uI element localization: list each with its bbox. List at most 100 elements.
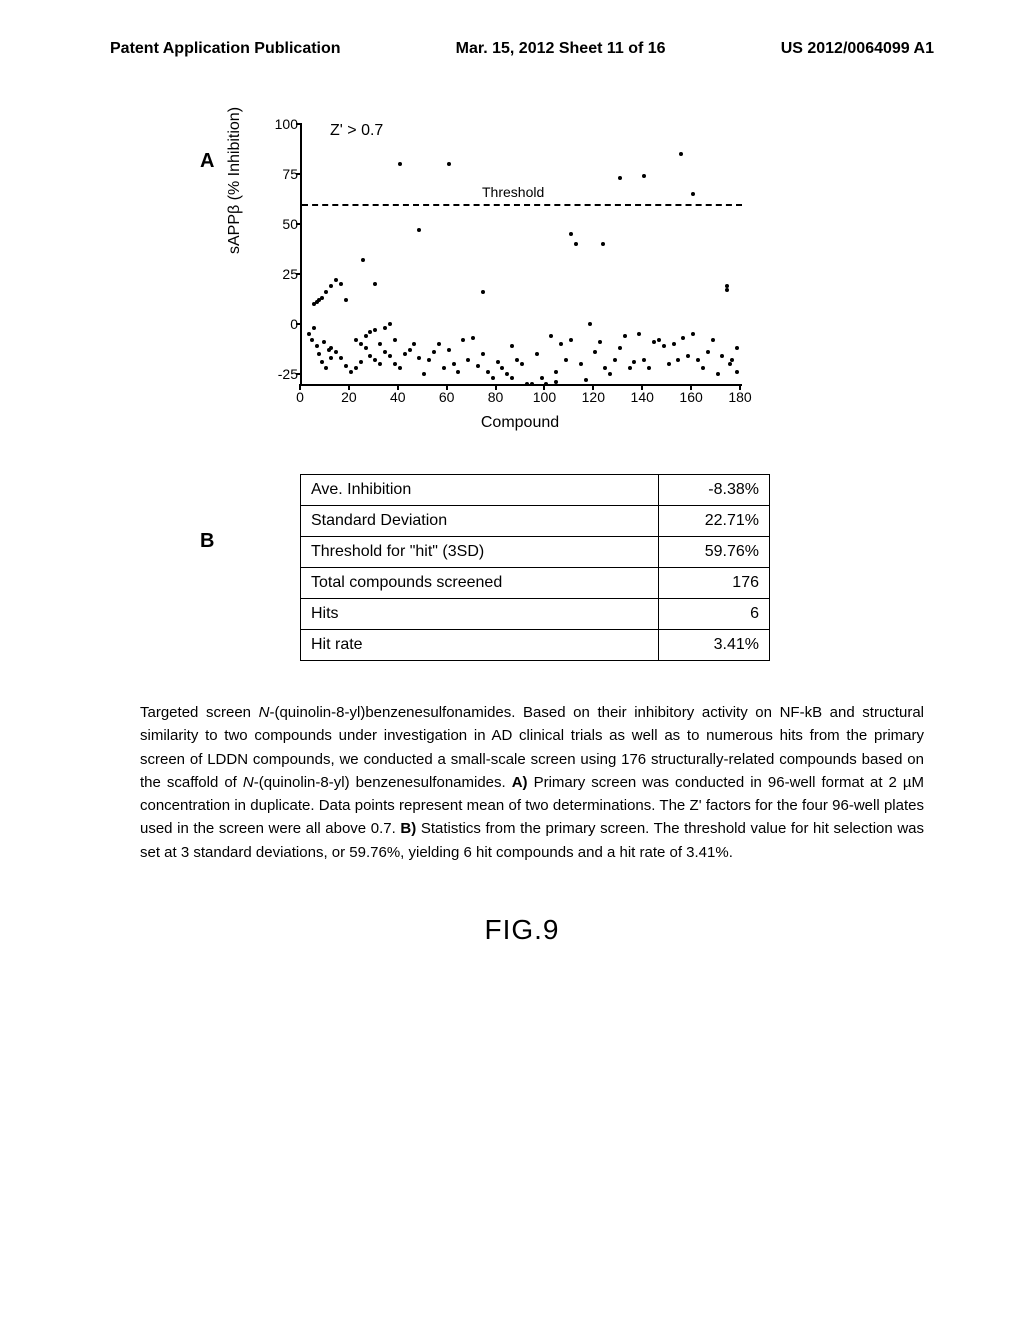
scatter-point	[476, 364, 480, 368]
scatter-point	[393, 338, 397, 342]
scatter-point	[696, 358, 700, 362]
x-tick-label: 60	[439, 389, 455, 405]
header-right: US 2012/0064099 A1	[781, 40, 934, 58]
table-row: Hit rate3.41%	[301, 630, 770, 661]
scatter-point	[559, 342, 563, 346]
table-cell: 3.41%	[659, 630, 770, 661]
scatter-point	[681, 336, 685, 340]
scatter-point	[447, 348, 451, 352]
x-tick-label: 40	[390, 389, 406, 405]
scatter-point	[540, 376, 544, 380]
x-tick-mark	[641, 384, 643, 390]
table-cell: Total compounds screened	[301, 568, 659, 599]
x-axis-label: Compound	[300, 414, 740, 432]
scatter-point	[315, 344, 319, 348]
plot-region: Threshold	[300, 124, 742, 386]
x-tick-mark	[690, 384, 692, 390]
scatter-point	[437, 342, 441, 346]
scatter-point	[329, 284, 333, 288]
scatter-point	[354, 366, 358, 370]
scatter-point	[329, 356, 333, 360]
scatter-point	[642, 358, 646, 362]
table-row: Threshold for "hit" (3SD)59.76%	[301, 537, 770, 568]
scatter-point	[686, 354, 690, 358]
scatter-point	[417, 356, 421, 360]
scatter-point	[569, 232, 573, 236]
scatter-point	[344, 364, 348, 368]
table-row: Standard Deviation22.71%	[301, 506, 770, 537]
scatter-point	[324, 290, 328, 294]
scatter-point	[691, 332, 695, 336]
scatter-point	[711, 338, 715, 342]
scatter-point	[725, 284, 729, 288]
figure-caption: Targeted screen N-(quinolin-8-yl)benzene…	[110, 701, 934, 864]
scatter-point	[456, 370, 460, 374]
scatter-point	[432, 350, 436, 354]
y-tick-label: 0	[270, 316, 298, 332]
scatter-point	[613, 358, 617, 362]
scatter-point	[637, 332, 641, 336]
x-tick-mark	[348, 384, 350, 390]
scatter-point	[679, 152, 683, 156]
scatter-point	[378, 342, 382, 346]
scatter-point	[549, 334, 553, 338]
scatter-point	[427, 358, 431, 362]
scatter-point	[378, 362, 382, 366]
scatter-point	[579, 362, 583, 366]
caption-italic: N	[243, 774, 254, 791]
threshold-label: Threshold	[478, 184, 548, 200]
scatter-point	[730, 358, 734, 362]
scatter-point	[373, 282, 377, 286]
scatter-point	[691, 192, 695, 196]
x-tick-mark	[446, 384, 448, 390]
scatter-point	[652, 340, 656, 344]
scatter-point	[373, 358, 377, 362]
scatter-point	[466, 358, 470, 362]
scatter-point	[317, 352, 321, 356]
x-tick-label: 140	[631, 389, 654, 405]
chart-area: Threshold Z' > 0.7 sAPPβ (% Inhibition) …	[240, 124, 934, 424]
scatter-point	[491, 376, 495, 380]
scatter-point	[320, 296, 324, 300]
table-cell: Ave. Inhibition	[301, 475, 659, 506]
y-tick-label: -25	[270, 366, 298, 382]
scatter-point	[373, 328, 377, 332]
table-row: Hits6	[301, 599, 770, 630]
scatter-point	[359, 360, 363, 364]
scatter-point	[515, 358, 519, 362]
scatter-point	[510, 344, 514, 348]
scatter-point	[735, 370, 739, 374]
panel-a-label: A	[200, 150, 214, 173]
scatter-point	[349, 370, 353, 374]
caption-text: -(quinolin-8-yl) benzenesulfonamides.	[254, 774, 512, 791]
scatter-point	[422, 372, 426, 376]
figure-number: FIG.9	[110, 914, 934, 946]
scatter-point	[564, 358, 568, 362]
x-tick-label: 120	[582, 389, 605, 405]
caption-italic: N	[259, 704, 270, 721]
scatter-point	[486, 370, 490, 374]
scatter-point	[574, 242, 578, 246]
scatter-point	[329, 346, 333, 350]
x-tick-mark	[397, 384, 399, 390]
scatter-point	[623, 334, 627, 338]
scatter-point	[520, 362, 524, 366]
scatter-point	[716, 372, 720, 376]
scatter-point	[361, 258, 365, 262]
x-tick-mark	[592, 384, 594, 390]
scatter-point	[403, 352, 407, 356]
x-tick-mark	[543, 384, 545, 390]
scatter-point	[593, 350, 597, 354]
page-header: Patent Application Publication Mar. 15, …	[110, 40, 934, 64]
page: Patent Application Publication Mar. 15, …	[0, 0, 1024, 1320]
caption-bold: A)	[512, 774, 528, 791]
scatter-point	[735, 346, 739, 350]
scatter-point	[388, 354, 392, 358]
x-tick-label: 160	[679, 389, 702, 405]
scatter-point	[662, 344, 666, 348]
x-tick-label: 180	[728, 389, 751, 405]
scatter-point	[618, 176, 622, 180]
scatter-point	[525, 382, 529, 386]
scatter-point	[588, 322, 592, 326]
scatter-point	[447, 162, 451, 166]
